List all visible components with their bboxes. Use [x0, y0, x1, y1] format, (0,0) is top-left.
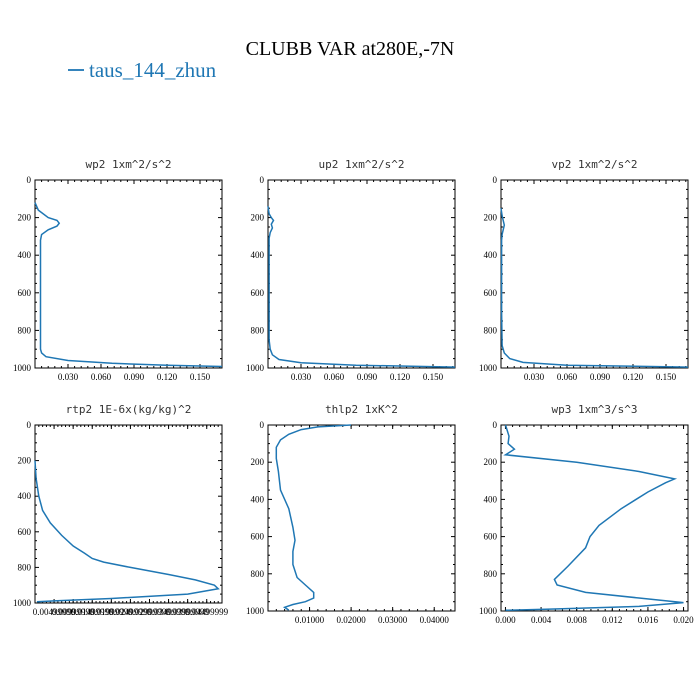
y-tick-label: 800	[251, 325, 265, 335]
series-line	[34, 202, 223, 368]
x-tick-label: 0.04499999	[185, 607, 228, 617]
y-tick-label: 400	[18, 250, 32, 260]
y-tick-label: 800	[18, 325, 32, 335]
y-tick-label: 600	[18, 527, 32, 537]
x-tick-label: 0.03999999	[166, 607, 209, 617]
x-tick-label: 0.030	[291, 372, 312, 382]
series-line	[500, 208, 689, 368]
x-tick-label: 0.090	[124, 372, 145, 382]
y-tick-label: 1000	[13, 598, 32, 608]
y-tick-label: 1000	[246, 606, 265, 616]
x-tick-label: 0.008	[567, 615, 588, 625]
legend-label: taus_144_zhun	[89, 58, 217, 82]
panel-title: wp2 1xm^2/s^2	[85, 158, 171, 171]
y-tick-label: 1000	[246, 363, 265, 373]
y-tick-label: 800	[251, 569, 265, 579]
x-tick-label: 0.02000	[336, 615, 366, 625]
y-tick-label: 600	[18, 288, 32, 298]
panel-title: thlp2 1xK^2	[325, 403, 398, 416]
series-line	[503, 424, 684, 612]
x-tick-label: 0.120	[157, 372, 178, 382]
legend: taus_144_zhun	[68, 58, 217, 82]
y-tick-label: 200	[484, 213, 498, 223]
y-tick-label: 400	[484, 494, 498, 504]
x-tick-label: 0.03000	[378, 615, 408, 625]
figure-title: CLUBB VAR at280E,-7N	[246, 38, 455, 60]
plot-frame	[267, 179, 456, 369]
x-tick-label: 0.03499999	[147, 607, 190, 617]
y-tick-label: 800	[484, 569, 498, 579]
x-tick-label: 0.150	[423, 372, 444, 382]
panel-title: up2 1xm^2/s^2	[318, 158, 404, 171]
series-line	[34, 460, 220, 603]
x-tick-label: 0.150	[190, 372, 211, 382]
plot-frame	[500, 424, 689, 612]
plot-frame	[267, 424, 456, 612]
plot-frame	[500, 179, 689, 369]
y-tick-label: 200	[484, 457, 498, 467]
y-tick-label: 600	[484, 532, 498, 542]
y-tick-label: 400	[251, 250, 265, 260]
x-tick-label: 0.020	[673, 615, 694, 625]
x-tick-label: 0.060	[557, 372, 578, 382]
y-tick-label: 400	[484, 250, 498, 260]
x-tick-label: 0.012	[602, 615, 622, 625]
panel-title: wp3 1xm^3/s^3	[551, 403, 637, 416]
panel-grid: wp2 1xm^2/s^2 0 200 400 600 800 1000 0.030 0.060…	[13, 158, 694, 625]
x-tick-label: 0.030	[524, 372, 545, 382]
y-tick-label: 200	[18, 456, 32, 466]
y-tick-label: 200	[251, 457, 265, 467]
x-tick-label: 0.090	[590, 372, 611, 382]
y-tick-label: 400	[251, 494, 265, 504]
x-tick-label: 0.04000	[420, 615, 450, 625]
y-tick-label: 600	[484, 288, 498, 298]
x-tick-label: 0.030	[58, 372, 79, 382]
y-tick-label: 400	[18, 491, 32, 501]
x-tick-label: 0.02499999	[109, 607, 152, 617]
y-tick-label: 800	[484, 325, 498, 335]
x-tick-label: 0.120	[390, 372, 411, 382]
y-tick-label: 1000	[479, 606, 498, 616]
x-tick-label: 0.060	[91, 372, 112, 382]
panel-title: rtp2 1E-6x(kg/kg)^2	[66, 403, 192, 416]
plot-frame	[34, 179, 223, 369]
y-tick-label: 0	[260, 175, 265, 185]
x-tick-label: 0.120	[623, 372, 644, 382]
y-tick-label: 0	[493, 175, 498, 185]
panel-3: vp2 1xm^2/s^2 0 200 400 600 800 1000 0.030 0.060…	[479, 158, 689, 382]
x-tick-label: 0.004	[531, 615, 552, 625]
x-tick-label: 0.000	[495, 615, 516, 625]
plot-frame	[34, 424, 223, 604]
y-tick-label: 600	[251, 532, 265, 542]
y-tick-label: 0	[27, 175, 32, 185]
y-tick-label: 800	[18, 562, 32, 572]
panel-1: wp2 1xm^2/s^2 0 200 400 600 800 1000 0.030 0.060…	[13, 158, 223, 382]
x-tick-label: 0.00999999	[52, 607, 95, 617]
x-tick-label: 0.02999999	[128, 607, 171, 617]
panel-4: rtp2 1E-6x(kg/kg)^2020040060080010000.00…	[13, 403, 229, 617]
y-tick-label: 1000	[479, 363, 498, 373]
x-tick-label: 0.016	[638, 615, 659, 625]
panel-title: vp2 1xm^2/s^2	[551, 158, 637, 171]
panel-2: up2 1xm^2/s^2 0 200 400 600 800 1000 0.030 0.060…	[246, 158, 456, 382]
x-tick-label: 0.090	[357, 372, 378, 382]
x-tick-label: 0.150	[656, 372, 677, 382]
x-tick-label: 0.01499999	[71, 607, 114, 617]
x-tick-label: 0.01000	[295, 615, 325, 625]
y-tick-label: 1000	[13, 363, 32, 373]
y-tick-label: 200	[251, 213, 265, 223]
series-line	[267, 206, 456, 368]
x-tick-label: 0.00499999	[33, 607, 76, 617]
x-tick-label: 0.01999999	[90, 607, 133, 617]
y-tick-label: 0	[260, 420, 265, 430]
series-line	[275, 424, 352, 611]
y-tick-label: 0	[27, 420, 32, 430]
y-tick-label: 0	[493, 420, 498, 430]
panel-5: thlp2 1xK^2 0 200 400 600 800 1000 0.01000 0.020…	[246, 403, 456, 625]
x-tick-label: 0.060	[324, 372, 345, 382]
y-tick-label: 200	[18, 213, 32, 223]
y-tick-label: 600	[251, 288, 265, 298]
